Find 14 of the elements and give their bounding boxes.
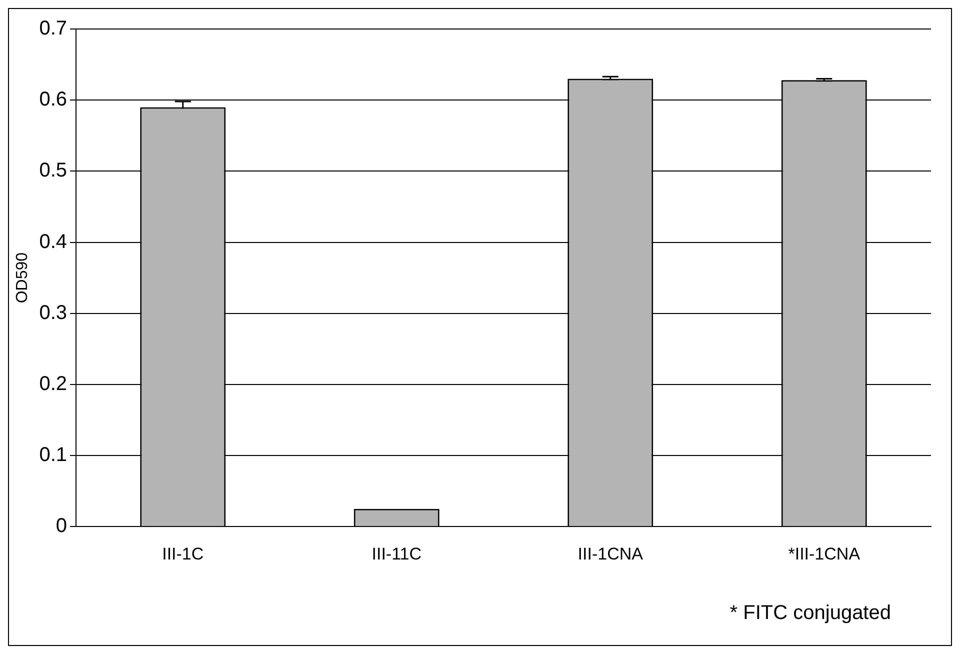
- y-tick-label: 0: [56, 515, 68, 538]
- y-axis-title: OD590: [14, 252, 32, 304]
- y-tick-label: 0.3: [39, 302, 68, 324]
- x-tick-label: *III-1CNA: [788, 544, 861, 564]
- x-tick-label: III-1C: [162, 544, 204, 564]
- x-tick-label: III-11C: [372, 544, 422, 564]
- y-tick-label: 0.2: [39, 372, 68, 395]
- y-tick-label: 0.5: [39, 160, 68, 182]
- y-tick-label: 0.7: [39, 18, 68, 40]
- text: * FITC conjugated: [730, 602, 891, 625]
- y-tick-label: 0.6: [39, 88, 68, 111]
- y-tick-label: 0.1: [39, 444, 68, 466]
- x-tick-label: III-1CNA: [578, 544, 644, 564]
- y-tick-label: 0.4: [39, 230, 68, 253]
